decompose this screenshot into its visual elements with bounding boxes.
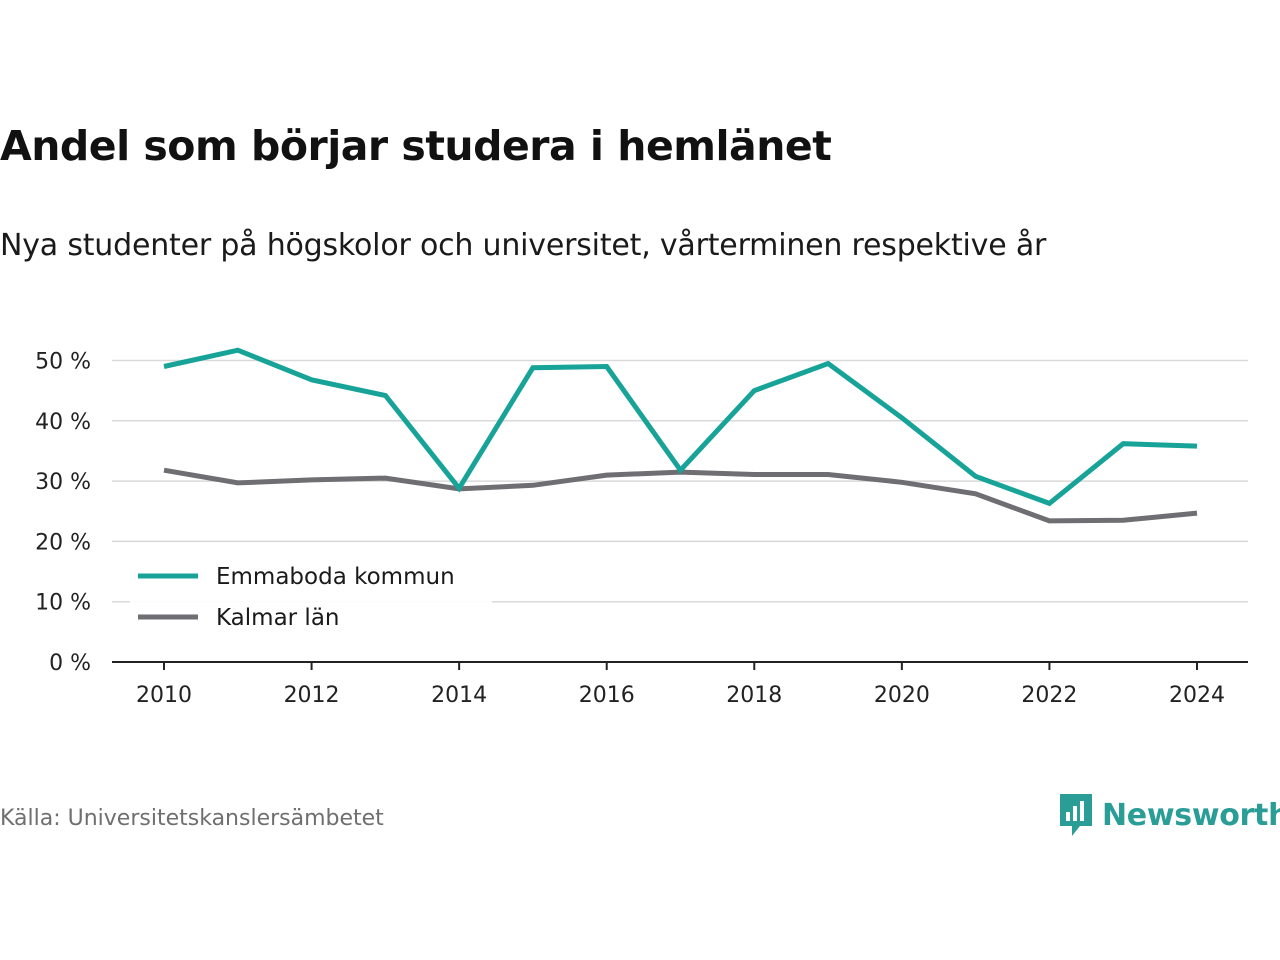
chart-subtitle: Nya studenter på högskolor och universit… [0, 228, 1047, 263]
y-axis-ticks: 0 % 10 % 20 % 30 % 40 % 50 % [35, 350, 91, 677]
legend: Emmaboda kommun Kalmar län [130, 560, 492, 642]
y-tick-label: 20 % [35, 530, 91, 555]
y-tick-label: 40 % [35, 410, 91, 435]
y-tick-label: 0 % [49, 651, 91, 676]
chart-title: Andel som börjar studera i hemlänet [0, 122, 832, 170]
x-tick-label: 2024 [1169, 683, 1225, 708]
x-tick-label: 2012 [284, 683, 340, 708]
brand-name: Newsworthy [1102, 797, 1280, 833]
legend-label: Kalmar län [216, 605, 340, 631]
chart-speech-bubble-icon [1060, 794, 1092, 836]
series-line-1 [163, 467, 1198, 524]
x-axis: 2010 2012 2014 2016 2018 2020 2022 2024 [112, 661, 1248, 708]
y-tick-label: 50 % [35, 350, 91, 375]
x-tick-label: 2018 [726, 683, 782, 708]
brand-logo: Newsworthy [1058, 790, 1280, 840]
x-tick-label: 2020 [874, 683, 930, 708]
x-tick-label: 2022 [1021, 683, 1077, 708]
series-line-0 [163, 347, 1198, 507]
x-tick-label: 2010 [136, 683, 192, 708]
y-tick-label: 10 % [35, 591, 91, 616]
x-tick-label: 2016 [579, 683, 635, 708]
source-note: Källa: Universitetskanslersämbetet [0, 806, 384, 831]
legend-label: Emmaboda kommun [216, 564, 455, 590]
y-tick-label: 30 % [35, 470, 91, 495]
x-tick-label: 2014 [431, 683, 487, 708]
line-chart: 0 % 10 % 20 % 30 % 40 % 50 % 2010 2012 2014 2016… [35, 347, 1248, 708]
series-lines [163, 347, 1198, 524]
